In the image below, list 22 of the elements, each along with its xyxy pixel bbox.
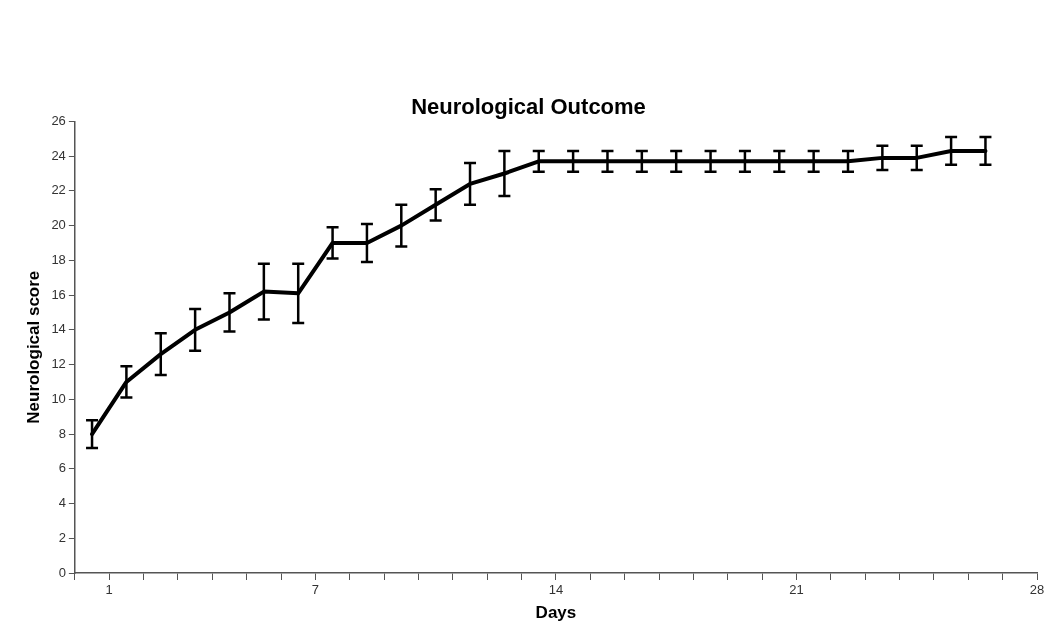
y-tick-label: 16 [51,286,66,302]
x-tick-label: 7 [311,582,320,598]
y-tick-label: 2 [58,529,66,545]
x-tick-label: 1 [105,582,113,598]
y-axis-title: Neurological score [23,270,43,424]
y-tick-label: 4 [58,495,66,511]
x-axis-title: Days [535,603,577,623]
y-tick-label: 24 [51,147,66,163]
y-tick-label: 6 [58,460,66,476]
y-tick-label: 12 [51,356,66,372]
y-tick-label: 8 [58,425,66,441]
x-tick-label: 14 [548,582,564,598]
x-tick-label: 28 [1029,582,1045,598]
y-tick-label: 14 [51,321,66,337]
y-tick-label: 26 [51,112,66,128]
y-tick-label: 0 [58,564,66,580]
y-tick-label: 22 [51,182,66,198]
y-tick-label: 20 [51,217,66,233]
y-tick-label: 18 [51,251,66,267]
chart-title: Neurological Outcome [411,94,646,120]
x-tick-label: 21 [789,582,804,598]
y-tick-label: 10 [51,390,66,406]
